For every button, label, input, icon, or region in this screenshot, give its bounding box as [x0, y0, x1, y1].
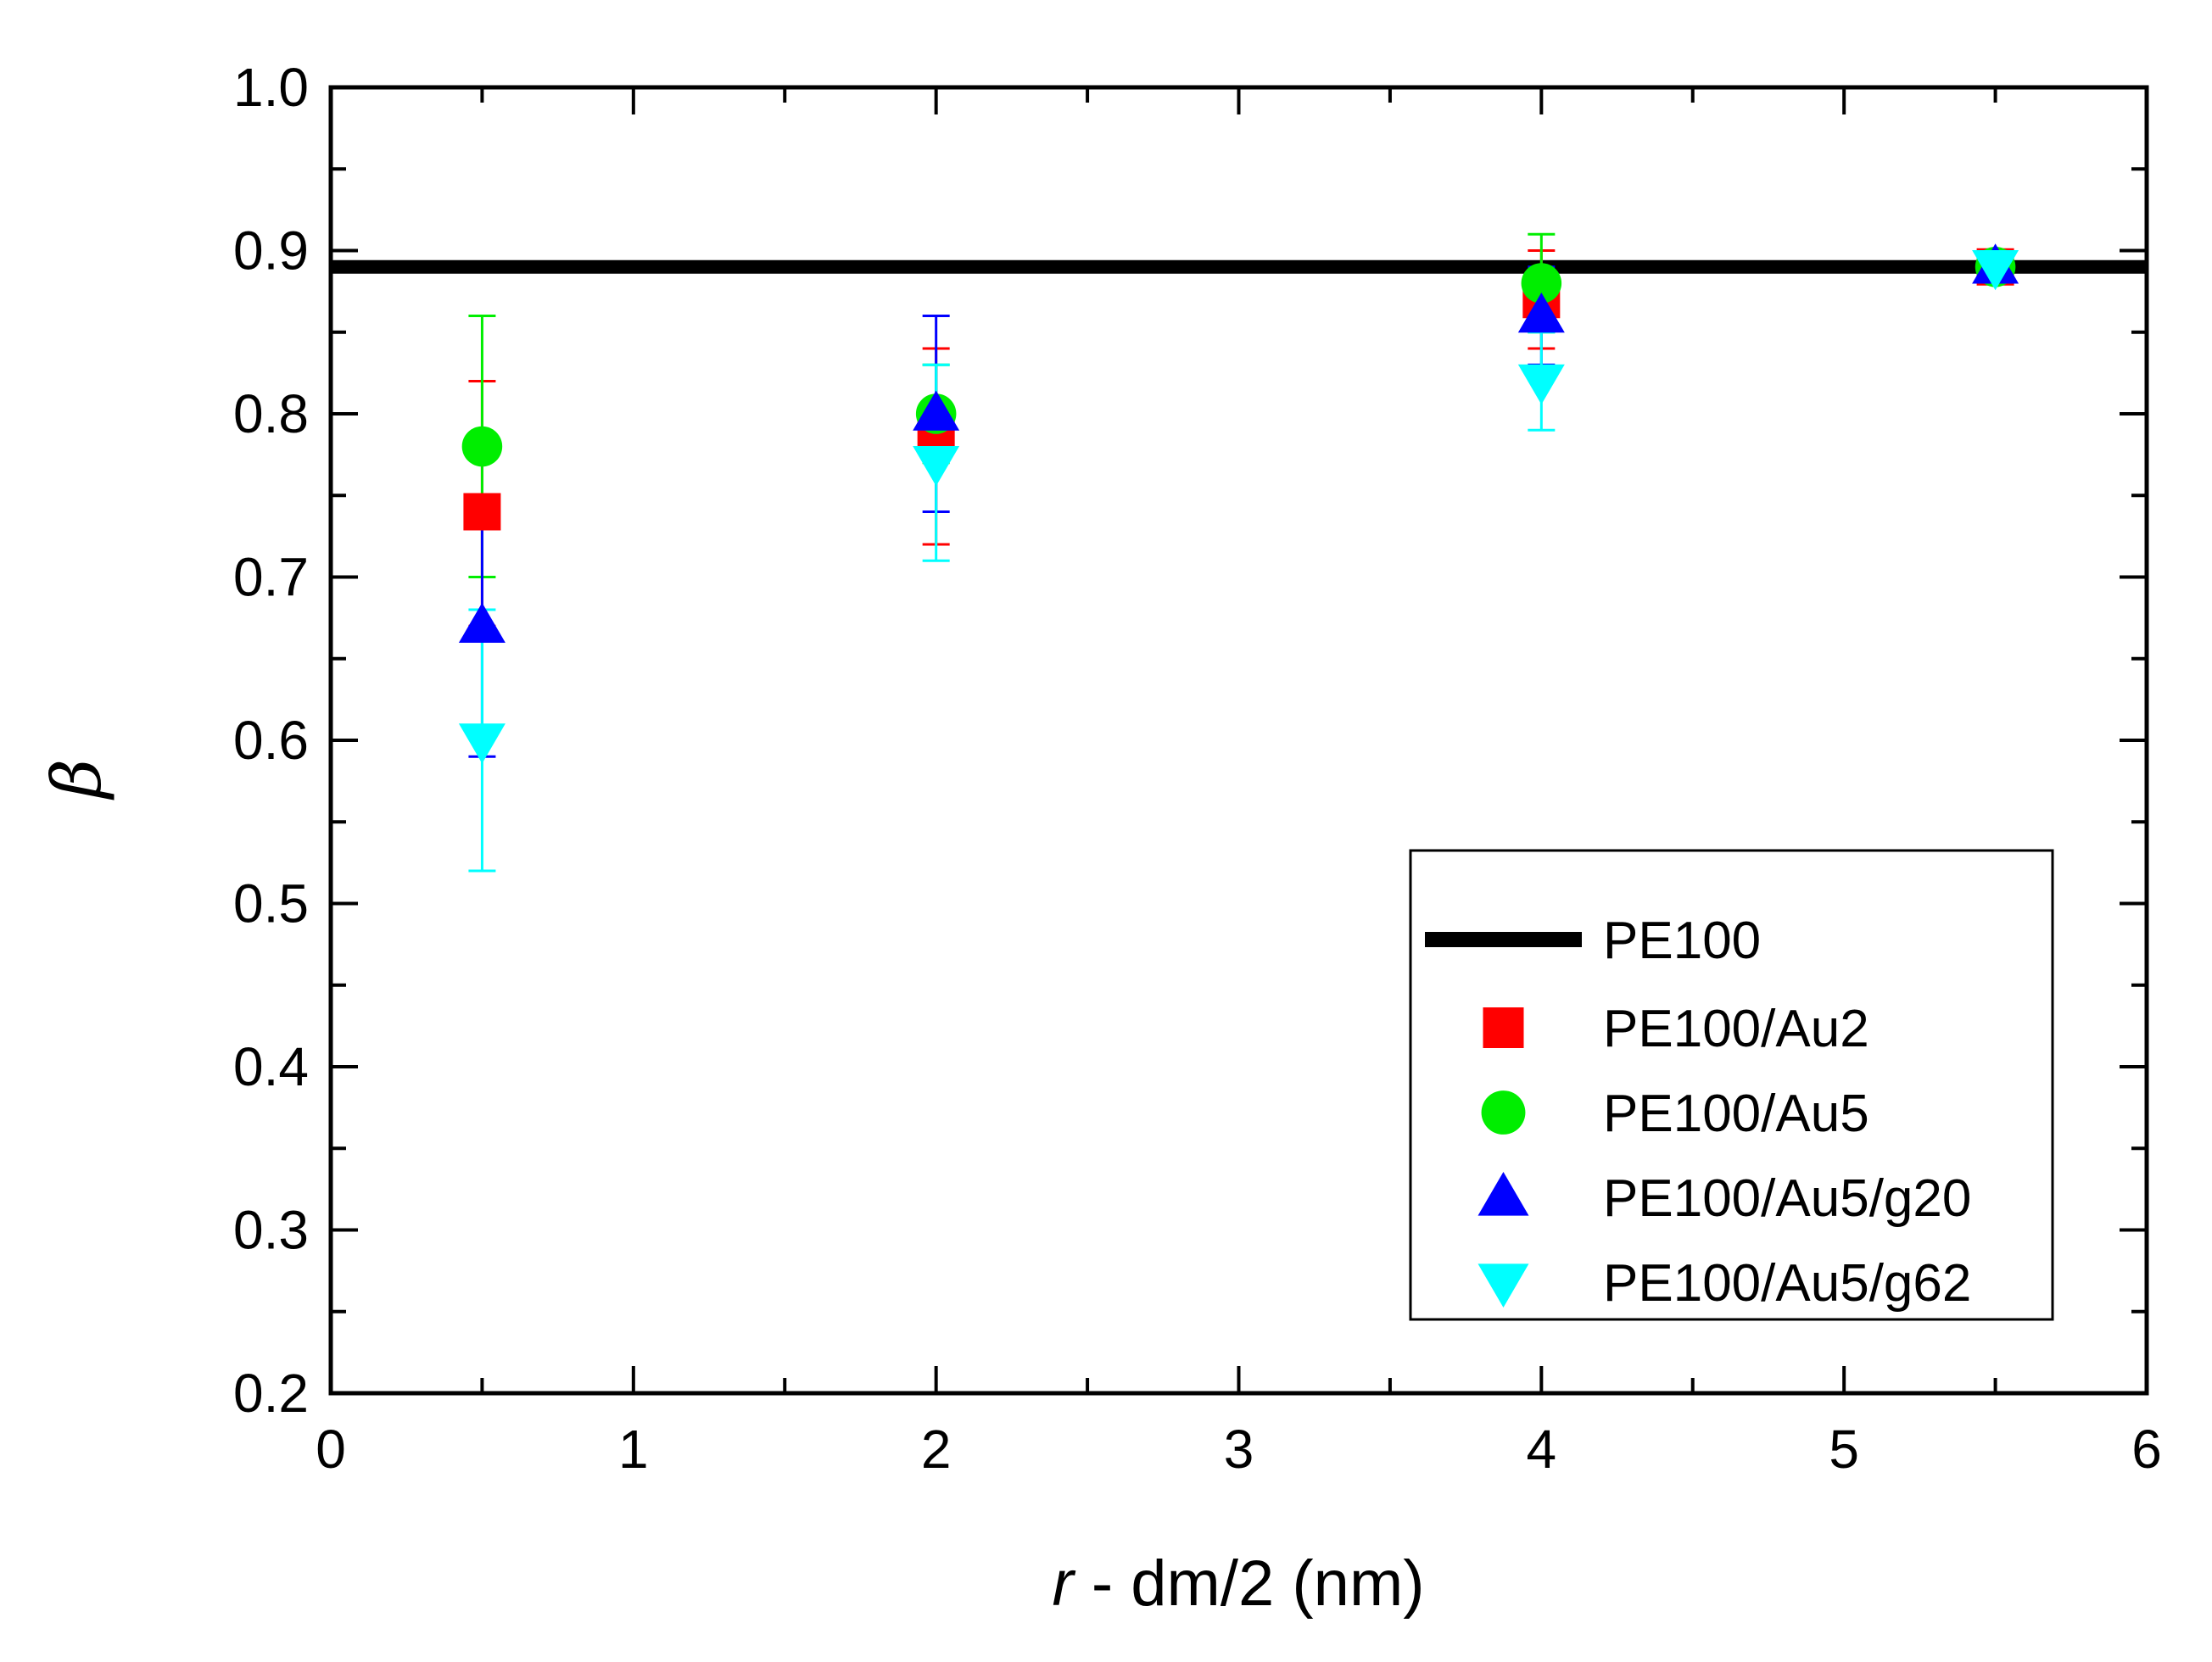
legend-label-pe100-au5-g62: PE100/Au5/g62	[1603, 1254, 1971, 1313]
legend-entries: PE100 PE100/Au2 PE100/Au5 PE100/Au5/g20 PE10…	[1425, 912, 1971, 1313]
point-pe100-au2	[463, 493, 501, 531]
x-axis-title: r - dm/2 (nm)	[1052, 1548, 1424, 1620]
point-pe100-au5-g20	[458, 602, 506, 644]
plot-frame	[328, 85, 2149, 1396]
x-tick-label: 6	[2131, 1419, 2162, 1480]
x-tick-label: 0	[316, 1419, 346, 1480]
point-pe100-au5-g62	[913, 445, 960, 487]
y-tick-label: 0.3	[233, 1200, 309, 1261]
point-pe100-au5-g20	[913, 390, 960, 431]
legend-label-pe100-au2: PE100/Au2	[1603, 1000, 1869, 1058]
x-tick-label: 2	[921, 1419, 952, 1480]
legend-label-pe100-au5: PE100/Au5	[1603, 1085, 1869, 1143]
legend-swatch-pe100-au5-g62	[1477, 1263, 1529, 1308]
legend-swatch-pe100-au5-g20	[1477, 1172, 1529, 1216]
y-tick-label: 0.6	[233, 710, 309, 771]
point-pe100-au5-g62	[458, 723, 506, 764]
y-tick-label: 0.7	[233, 547, 309, 608]
legend-swatch-pe100-au5	[1481, 1090, 1526, 1135]
point-pe100-au5-g62	[1517, 364, 1565, 404]
legend-box	[1409, 849, 2054, 1321]
y-tick-label: 0.8	[233, 383, 309, 444]
marker-layer	[458, 243, 2019, 764]
legend-swatch-pe100-au2	[1483, 1007, 1524, 1048]
x-tick-label: 5	[1829, 1419, 1859, 1480]
x-tick-label: 4	[1527, 1419, 1557, 1480]
y-tick-label: 0.9	[233, 220, 309, 282]
y-tick-label: 1.0	[233, 57, 309, 118]
x-tick-label: 1	[618, 1419, 649, 1480]
legend: PE100 PE100/Au2 PE100/Au5 PE100/Au5/g20 PE10…	[1409, 849, 2054, 1321]
y-tick-label: 0.2	[233, 1363, 309, 1424]
tick-layer	[329, 86, 2148, 1395]
y-axis-title: β	[37, 759, 116, 800]
point-pe100-au5-g20	[1517, 293, 1565, 333]
x-axis-title-rest: - dm/2 (nm)	[1074, 1548, 1425, 1620]
legend-label-pe100: PE100	[1603, 912, 1761, 970]
point-pe100-au5	[461, 426, 503, 467]
legend-label-pe100-au5-g20: PE100/Au5/g20	[1603, 1169, 1971, 1228]
x-axis-title-italic: r	[1052, 1548, 1075, 1620]
y-tick-label: 0.5	[233, 873, 309, 934]
point-pe100-au5-g62	[1972, 249, 2019, 291]
tick-label-layer: 0 1 2 3 4 5 6 0.2 0.3 0.4 0.5 0.6 0.7 0.8 0.9 1.0	[233, 57, 2162, 1480]
x-tick-label: 3	[1224, 1419, 1254, 1480]
y-tick-label: 0.4	[233, 1036, 309, 1097]
point-pe100-au5	[1521, 263, 1562, 304]
